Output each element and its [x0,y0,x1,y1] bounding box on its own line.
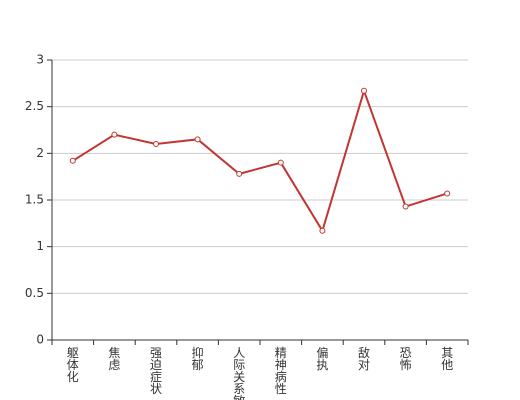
point [236,170,243,177]
x-tick-label: 焦虑 [108,346,120,372]
y-tick-label: 1 [36,239,44,253]
point [444,190,451,197]
y-tick-label: 0.5 [25,286,44,300]
point [361,87,367,94]
x-tick-label: 恐怖 [400,346,412,372]
point [319,227,326,234]
point [111,131,118,138]
x-tick-label: 躯体化 [67,345,79,384]
point [402,203,409,210]
point [277,159,284,166]
x-tick-label: 精神病性 [275,346,287,396]
x-tick-label: 强迫症状 [150,346,162,396]
y-tick-label: 3 [36,53,44,67]
point [153,141,159,147]
x-tick-label: 偏执 [316,345,328,372]
y-tick-label: 0 [36,333,44,347]
x-tick-label: 其他 [441,346,453,372]
line [72,87,448,234]
x-tick-label: 敌对 [358,345,370,372]
x-tick-label: 抑郁 [192,345,204,372]
x-tick-label: 人际关系敏感 [233,346,245,400]
point [69,157,76,164]
y-tick-label: 2.5 [25,99,44,113]
y-tick-label: 2 [36,146,44,160]
point [194,136,201,143]
y-tick-label: 1.5 [25,193,44,207]
